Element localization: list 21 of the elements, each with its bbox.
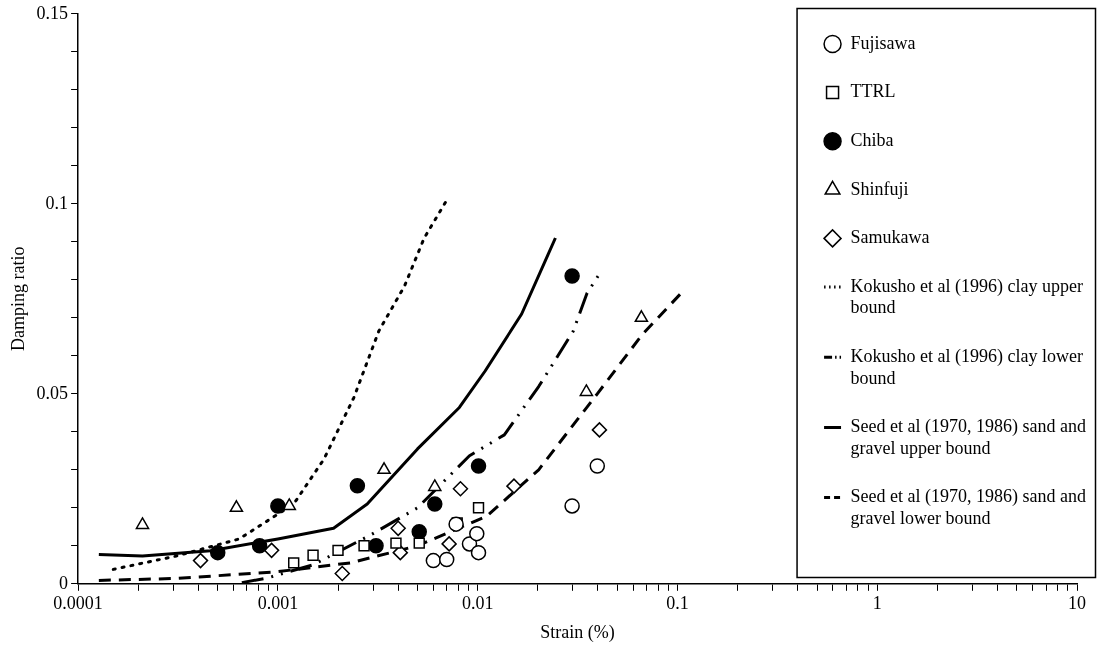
y-tick-label: 0.1 [45, 192, 69, 213]
legend-label: Kokusho et al (1996) clay upper bound [850, 275, 1083, 318]
legend-label: Seed et al (1970, 1986) sand and gravel lower bound [850, 486, 1087, 528]
x-tick-label: 10 [1068, 593, 1086, 614]
legend-label: Chiba [850, 129, 894, 150]
x-tick-label: 0.1 [666, 593, 689, 614]
x-tick-label: 1 [872, 593, 882, 614]
x-tick-label: 0.0001 [53, 593, 103, 614]
legend-label: Seed et al (1970, 1986) sand and gravel upper bound [850, 416, 1087, 458]
y-tick-label: 0.15 [36, 2, 69, 23]
y-tick-label: 0.05 [36, 382, 69, 403]
legend-label: Shinfuji [850, 178, 909, 199]
x-tick-label: 0.001 [257, 593, 299, 614]
x-tick-label: 0.01 [461, 593, 494, 614]
legend-label: Kokusho et al (1996) clay lower bound [850, 345, 1083, 388]
legend-label: TTRL [850, 81, 896, 102]
legend-label: Fujisawa [850, 32, 916, 53]
x-axis-title: Strain (%) [540, 621, 615, 643]
legend-label: Samukawa [850, 227, 930, 248]
y-tick-label: 0 [59, 572, 69, 593]
y-axis-title: Damping ratio [7, 246, 28, 352]
